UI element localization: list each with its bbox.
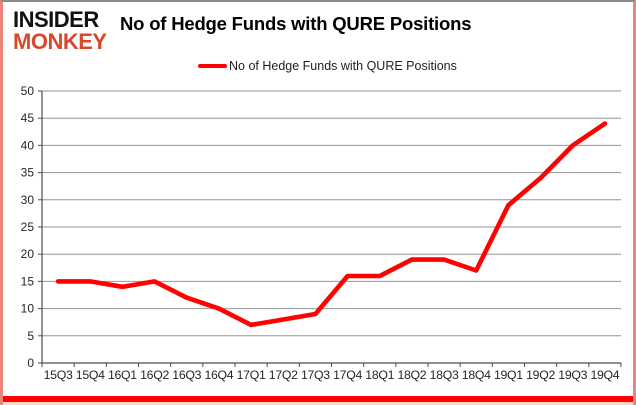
bottom-red-bar-fade: [3, 402, 633, 405]
x-axis-tick-label: 18Q2: [397, 368, 426, 382]
line-chart-plot-area: 0 5 10 15 20 25 30 35 40 45 50 15Q3 15Q4 16Q1 16Q2 16Q3…: [21, 84, 622, 382]
y-axis-tick-label: 5: [27, 329, 34, 343]
logo-text-insider: INSIDER: [13, 7, 99, 32]
y-axis-tick-label: 15: [21, 274, 35, 288]
x-axis-tick-label: 18Q4: [462, 368, 491, 382]
series-line-hedge-funds: [55, 121, 608, 328]
y-axis-tick-label: 25: [21, 220, 35, 234]
y-axis-tick-label: 30: [21, 193, 35, 207]
x-axis-tick-label: 19Q4: [590, 368, 619, 382]
x-axis-tick-label: 18Q3: [430, 368, 459, 382]
x-axis-tick-label: 15Q4: [76, 368, 105, 382]
x-axis-tick-label: 17Q4: [333, 368, 362, 382]
y-axis-tick-label: 50: [21, 84, 35, 98]
x-axis-tick-label: 16Q2: [140, 368, 169, 382]
logo-text-monkey: MONKEY: [13, 29, 107, 54]
x-axis-tick-label: 18Q1: [365, 368, 394, 382]
x-axis-tick-label: 16Q1: [108, 368, 137, 382]
x-axis-tick-label: 16Q4: [204, 368, 233, 382]
legend: No of Hedge Funds with QURE Positions: [198, 58, 457, 74]
x-axis-tick-label: 19Q2: [526, 368, 555, 382]
x-axis-tick-label: 19Q3: [558, 368, 587, 382]
x-axis-tick-label: 17Q2: [269, 368, 298, 382]
chart-title: No of Hedge Funds with QURE Positions: [120, 13, 472, 34]
x-axis-tick-label: 19Q1: [494, 368, 523, 382]
y-axis-tick-label: 20: [21, 247, 35, 261]
x-axis-tick-label: 17Q1: [237, 368, 266, 382]
legend-line-swatch: [198, 64, 227, 68]
x-axis-tick-label: 16Q3: [172, 368, 201, 382]
y-axis-tick-label: 0: [27, 356, 34, 370]
bottom-red-bar: [3, 396, 633, 402]
y-axis-tick-label: 40: [21, 138, 35, 152]
legend-label: No of Hedge Funds with QURE Positions: [229, 59, 457, 73]
y-axis-tick-label: 10: [21, 302, 35, 316]
x-axis-tick-label: 17Q3: [301, 368, 330, 382]
insider-monkey-logo: INSIDER MONKEY: [13, 7, 107, 54]
y-axis-tick-label: 45: [21, 111, 35, 125]
x-axis-tick-label: 15Q3: [44, 368, 73, 382]
y-axis-tick-label: 35: [21, 166, 35, 180]
